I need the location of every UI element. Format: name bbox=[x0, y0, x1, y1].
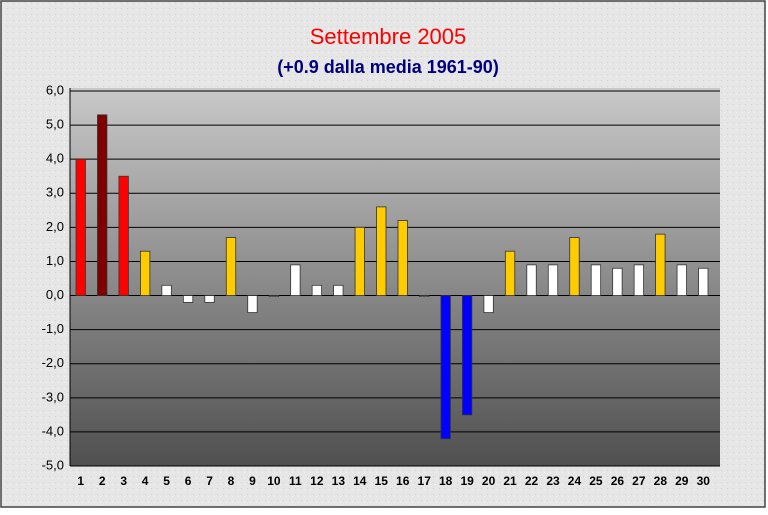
x-tick-label: 10 bbox=[267, 474, 281, 488]
bar bbox=[483, 295, 494, 313]
x-tick-label: 8 bbox=[228, 474, 235, 488]
x-tick-label: 3 bbox=[120, 474, 127, 488]
y-tick-label: 6,0 bbox=[46, 82, 64, 97]
bar bbox=[633, 264, 644, 296]
x-tick-label: 11 bbox=[289, 474, 302, 488]
bar bbox=[655, 233, 666, 296]
bar bbox=[118, 175, 129, 296]
bar bbox=[161, 284, 172, 296]
bar bbox=[590, 264, 602, 296]
x-tick-label: 12 bbox=[310, 474, 324, 488]
x-tick-label: 2 bbox=[99, 474, 106, 488]
x-tick-label: 28 bbox=[654, 474, 668, 488]
y-tick-label: 5,0 bbox=[46, 117, 64, 132]
bar bbox=[547, 264, 559, 296]
bar bbox=[354, 226, 365, 296]
bar bbox=[419, 295, 430, 297]
chart-subtitle: (+0.9 dalla media 1961-90) bbox=[277, 57, 499, 77]
bar bbox=[462, 295, 473, 416]
chart-title: Settembre 2005 bbox=[310, 24, 467, 49]
bar bbox=[182, 295, 194, 303]
bar bbox=[569, 237, 580, 296]
x-tick-label: 5 bbox=[163, 474, 170, 488]
y-tick-label: -2,0 bbox=[42, 355, 64, 370]
x-tick-label: 19 bbox=[460, 474, 474, 488]
bar bbox=[333, 284, 344, 296]
x-tick-label: 7 bbox=[206, 474, 213, 488]
x-tick-label: 29 bbox=[675, 474, 689, 488]
y-tick-label: -5,0 bbox=[42, 457, 64, 472]
bar bbox=[612, 267, 623, 296]
bar bbox=[140, 250, 151, 296]
y-tick-label: -1,0 bbox=[42, 321, 64, 336]
plot-area bbox=[70, 88, 720, 466]
x-tick-label: 1 bbox=[77, 474, 84, 488]
bar bbox=[268, 295, 280, 297]
bar bbox=[247, 295, 258, 313]
x-tick-label: 20 bbox=[482, 474, 496, 488]
x-tick-label: 24 bbox=[568, 474, 582, 488]
x-tick-label: 17 bbox=[418, 474, 432, 488]
x-tick-label: 22 bbox=[525, 474, 539, 488]
x-tick-label: 9 bbox=[249, 474, 256, 488]
bar bbox=[698, 267, 709, 296]
bar bbox=[440, 295, 451, 440]
bar bbox=[311, 284, 322, 296]
x-tick-label: 18 bbox=[439, 474, 453, 488]
y-tick-label: 0,0 bbox=[46, 287, 64, 302]
bar bbox=[75, 158, 86, 296]
x-tick-label: 15 bbox=[375, 474, 389, 488]
x-tick-label: 4 bbox=[142, 474, 149, 488]
x-tick-label: 27 bbox=[632, 474, 646, 488]
bar bbox=[376, 206, 387, 296]
bar bbox=[290, 264, 301, 296]
y-tick-label: 4,0 bbox=[46, 151, 64, 166]
bar bbox=[504, 250, 516, 296]
y-tick-label: 1,0 bbox=[46, 253, 64, 268]
y-tick-label: -3,0 bbox=[42, 389, 64, 404]
bar bbox=[204, 295, 215, 303]
y-tick-label: 2,0 bbox=[46, 219, 64, 234]
x-tick-label: 30 bbox=[697, 474, 711, 488]
x-tick-label: 21 bbox=[503, 474, 517, 488]
y-tick-label: 3,0 bbox=[46, 185, 64, 200]
x-tick-label: 26 bbox=[611, 474, 625, 488]
bar bbox=[97, 114, 108, 296]
bar bbox=[526, 264, 537, 296]
bar bbox=[676, 264, 687, 296]
bar bbox=[397, 220, 408, 296]
x-tick-label: 16 bbox=[396, 474, 410, 488]
x-tick-label: 6 bbox=[185, 474, 192, 488]
x-tick-label: 23 bbox=[546, 474, 560, 488]
y-tick-label: -4,0 bbox=[42, 423, 64, 438]
bar bbox=[225, 237, 237, 296]
x-tick-label: 25 bbox=[589, 474, 603, 488]
x-tick-label: 13 bbox=[332, 474, 346, 488]
x-tick-label: 14 bbox=[353, 474, 367, 488]
